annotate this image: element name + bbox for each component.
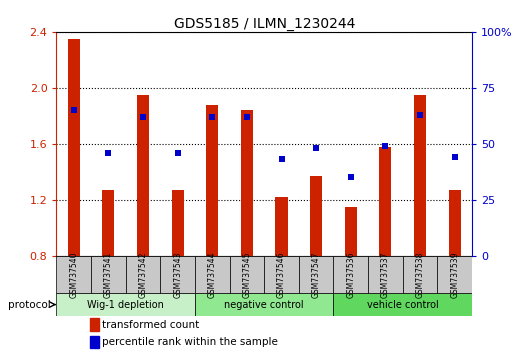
Bar: [448, 190, 461, 256]
Text: GSM737547: GSM737547: [311, 251, 321, 298]
Text: percentile rank within the sample: percentile rank within the sample: [102, 337, 278, 347]
Bar: [90, 319, 99, 331]
Bar: [137, 95, 149, 256]
Bar: [90, 336, 99, 348]
Bar: [206, 105, 219, 256]
Bar: [264, 256, 299, 293]
Bar: [195, 256, 229, 293]
Bar: [160, 256, 195, 293]
Bar: [437, 256, 472, 293]
Bar: [379, 147, 391, 256]
Text: Wig-1 depletion: Wig-1 depletion: [87, 299, 164, 309]
Text: GSM737540: GSM737540: [69, 251, 78, 298]
Bar: [171, 190, 184, 256]
Text: GSM737542: GSM737542: [139, 251, 148, 298]
Bar: [241, 110, 253, 256]
Text: transformed count: transformed count: [102, 320, 200, 330]
Title: GDS5185 / ILMN_1230244: GDS5185 / ILMN_1230244: [173, 17, 355, 31]
Text: negative control: negative control: [224, 299, 304, 309]
Text: GSM737537: GSM737537: [381, 251, 390, 298]
Bar: [229, 256, 264, 293]
Bar: [195, 293, 333, 316]
Bar: [333, 293, 472, 316]
Bar: [126, 256, 160, 293]
Bar: [310, 176, 322, 256]
Text: GSM737544: GSM737544: [208, 251, 217, 298]
Text: vehicle control: vehicle control: [367, 299, 439, 309]
Text: GSM737538: GSM737538: [416, 251, 425, 298]
Text: GSM737541: GSM737541: [104, 251, 113, 298]
Bar: [275, 197, 288, 256]
Text: GSM737545: GSM737545: [242, 251, 251, 298]
Bar: [56, 256, 91, 293]
Bar: [91, 256, 126, 293]
Text: GSM737546: GSM737546: [277, 251, 286, 298]
Text: protocol: protocol: [9, 299, 51, 309]
Bar: [299, 256, 333, 293]
Bar: [345, 207, 357, 256]
Bar: [56, 293, 195, 316]
Bar: [403, 256, 437, 293]
Text: GSM737543: GSM737543: [173, 251, 182, 298]
Bar: [414, 95, 426, 256]
Bar: [102, 190, 114, 256]
Bar: [333, 256, 368, 293]
Text: GSM737536: GSM737536: [346, 251, 356, 298]
Bar: [368, 256, 403, 293]
Bar: [68, 39, 80, 256]
Text: GSM737539: GSM737539: [450, 251, 459, 298]
